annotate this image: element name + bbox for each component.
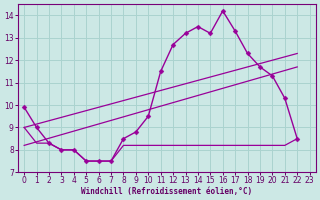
X-axis label: Windchill (Refroidissement éolien,°C): Windchill (Refroidissement éolien,°C) xyxy=(81,187,252,196)
